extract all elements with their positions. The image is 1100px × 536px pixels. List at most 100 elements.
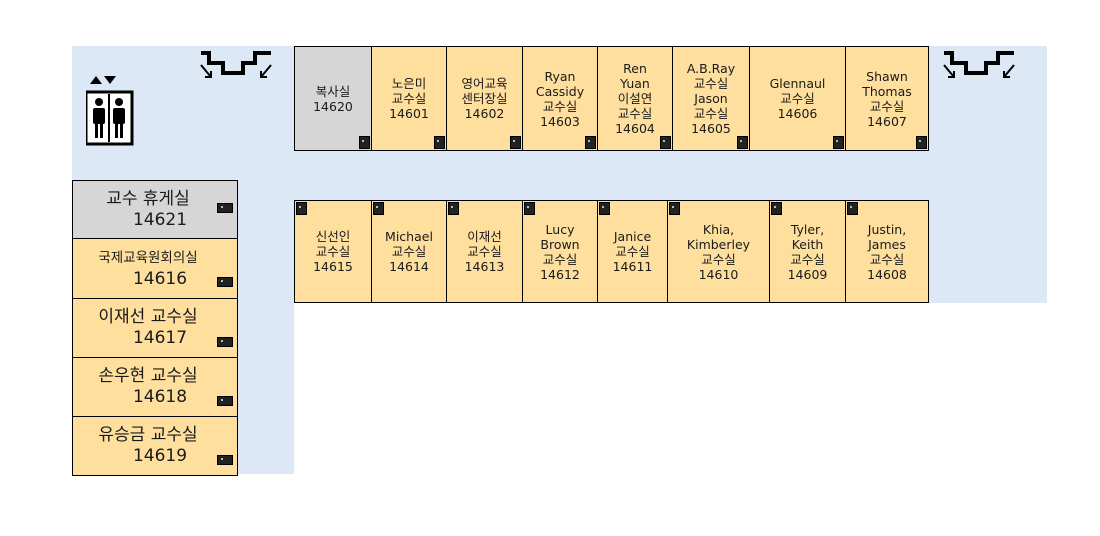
- room-14612: Lucy Brown 교수실 14612: [522, 200, 598, 303]
- room-label-line: 교수실: [790, 251, 825, 267]
- door-icon: [217, 203, 233, 213]
- room-label-line: 교수실: [869, 251, 905, 267]
- room-label-line: 14614: [389, 259, 429, 274]
- door-icon: [847, 202, 858, 215]
- room-label-line: 14606: [777, 106, 818, 121]
- room-14620: 복사실 14620: [294, 46, 372, 151]
- room-label-line: 교수실: [467, 244, 502, 259]
- room-14605: A.B.Ray 교수실 Jason 교수실 14605: [672, 46, 750, 151]
- room-label-line: 노은미: [391, 76, 427, 91]
- room-14608: Justin, James 교수실 14608: [845, 200, 929, 303]
- room-label-line: 신선인: [315, 229, 351, 244]
- room-label-line: 교수실: [780, 91, 815, 106]
- door-icon: [585, 136, 596, 149]
- room-label-line: 교수실: [701, 251, 736, 267]
- door-icon: [448, 202, 459, 215]
- door-icon: [296, 202, 307, 215]
- room-label-line: 교수실: [617, 106, 653, 121]
- room-14619: 유승금 교수실 14619: [72, 416, 238, 476]
- room-label-line: Brown: [540, 236, 580, 252]
- room-label-line: 교수실: [542, 251, 578, 267]
- door-icon: [373, 202, 384, 215]
- door-icon: [669, 202, 680, 215]
- room-label-line: 교수실: [315, 244, 351, 259]
- room-label-number: 14616: [132, 268, 188, 289]
- room-14615: 신선인 교수실 14615: [294, 200, 372, 303]
- room-label-line: 14605: [691, 121, 731, 136]
- room-label-name: 유승금 교수실: [98, 425, 198, 445]
- room-label-line: Michael: [385, 229, 433, 244]
- room-14609: Tyler, Keith 교수실 14609: [769, 200, 846, 303]
- room-label-line: 14615: [313, 259, 353, 274]
- room-14602: 영어교육 센터장실 14602: [446, 46, 523, 151]
- room-label-line: 14612: [540, 266, 580, 282]
- room-label-line: 교수실: [615, 244, 650, 259]
- room-label-line: James: [868, 236, 906, 252]
- room-label-line: Keith: [791, 236, 824, 252]
- room-label-line: Lucy: [545, 221, 575, 237]
- room-label-line: 14602: [464, 106, 505, 121]
- room-label-line: 14609: [787, 266, 828, 282]
- room-label-line: Janice: [613, 229, 652, 244]
- door-icon: [771, 202, 782, 215]
- room-label-name: 교수 휴게실: [106, 188, 190, 209]
- door-icon: [833, 136, 844, 149]
- room-label-line: 교수실: [693, 76, 729, 91]
- door-icon: [524, 202, 535, 215]
- room-label-name: 이재선 교수실: [98, 307, 198, 327]
- room-label-line: Ren: [623, 61, 647, 76]
- room-14613: 이재선 교수실 14613: [446, 200, 523, 303]
- door-icon: [737, 136, 748, 149]
- room-label-line: 복사실: [315, 83, 351, 99]
- room-label-line: Cassidy: [535, 83, 585, 99]
- door-icon: [660, 136, 671, 149]
- room-label-line: Kimberley: [686, 236, 751, 252]
- room-label-line: Justin,: [867, 221, 907, 237]
- room-label-line: 14607: [867, 113, 907, 129]
- room-14604: Ren Yuan 이설연 교수실 14604: [597, 46, 673, 151]
- room-label-line: A.B.Ray: [686, 61, 736, 76]
- room-label-number: 14621: [132, 209, 188, 230]
- room-14621: 교수 휴게실 14621: [72, 180, 238, 239]
- room-14603: Ryan Cassidy 교수실 14603: [522, 46, 598, 151]
- room-label-name: 국제교육원회의실: [98, 249, 198, 266]
- room-label-line: 센터장실: [461, 91, 508, 106]
- room-14610: Khia, Kimberley 교수실 14610: [667, 200, 770, 303]
- room-label-line: Thomas: [862, 83, 912, 99]
- door-icon: [217, 337, 233, 347]
- room-label-line: 14610: [698, 266, 739, 282]
- room-label-line: 14603: [540, 113, 580, 129]
- room-label-line: 이설연: [617, 91, 653, 106]
- room-label-line: Tyler,: [790, 221, 825, 237]
- elevator-icon: [84, 74, 134, 150]
- room-label-line: 교수실: [391, 244, 427, 259]
- room-14611: Janice 교수실 14611: [597, 200, 668, 303]
- room-14601: 노은미 교수실 14601: [371, 46, 447, 151]
- door-icon: [599, 202, 610, 215]
- door-icon: [510, 136, 521, 149]
- room-label-line: 교수실: [391, 91, 427, 106]
- door-icon: [217, 396, 233, 406]
- room-14617: 이재선 교수실 14617: [72, 298, 238, 358]
- room-14618: 손우현 교수실 14618: [72, 357, 238, 417]
- door-icon: [916, 136, 927, 149]
- room-label-line: 14604: [615, 121, 655, 136]
- stairs-icon: [197, 49, 277, 91]
- door-icon: [434, 136, 445, 149]
- room-label-line: 14613: [464, 259, 505, 274]
- room-label-line: Shawn: [866, 68, 908, 84]
- room-label-line: 교수실: [869, 98, 905, 114]
- room-14607: Shawn Thomas 교수실 14607: [845, 46, 929, 151]
- room-14616: 국제교육원회의실 14616: [72, 238, 238, 299]
- stairs-icon: [940, 49, 1020, 91]
- room-label-line: 교수실: [542, 98, 578, 114]
- room-label-number: 14618: [132, 387, 188, 407]
- room-label-line: 14611: [612, 259, 653, 274]
- room-label-line: 14620: [313, 98, 353, 114]
- room-label-line: 영어교육: [461, 76, 508, 91]
- room-14606: Glennaul 교수실 14606: [749, 46, 846, 151]
- room-label-line: 이재선: [467, 229, 502, 244]
- room-label-line: 교수실: [693, 106, 729, 121]
- room-14614: Michael 교수실 14614: [371, 200, 447, 303]
- room-label-line: Jason: [694, 91, 728, 106]
